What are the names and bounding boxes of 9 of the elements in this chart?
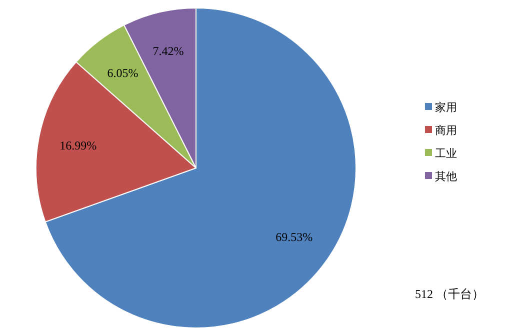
data-label: 69.53%: [276, 230, 313, 244]
data-label: 6.05%: [107, 66, 138, 80]
legend-label: 工业: [435, 147, 457, 160]
data-label: 16.99%: [60, 138, 97, 152]
legend-label: 家用: [435, 101, 457, 114]
legend-label: 其他: [435, 170, 457, 183]
text: 512 （千台）: [415, 287, 484, 301]
data-label: 7.42%: [152, 44, 184, 58]
legend-label: 商用: [435, 124, 457, 137]
